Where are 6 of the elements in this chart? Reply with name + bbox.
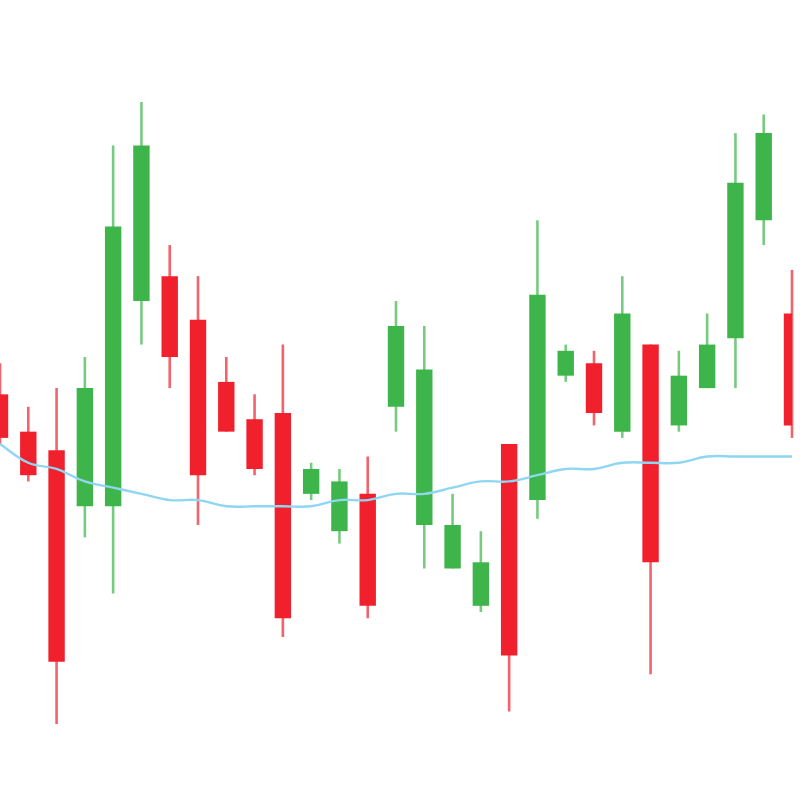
- candlestick: [557, 343, 574, 384]
- candlestick: [698, 312, 716, 390]
- candlestick: [20, 405, 37, 483]
- candlestick: [302, 461, 320, 502]
- candlestick: [444, 492, 461, 570]
- candlestick: [472, 529, 490, 614]
